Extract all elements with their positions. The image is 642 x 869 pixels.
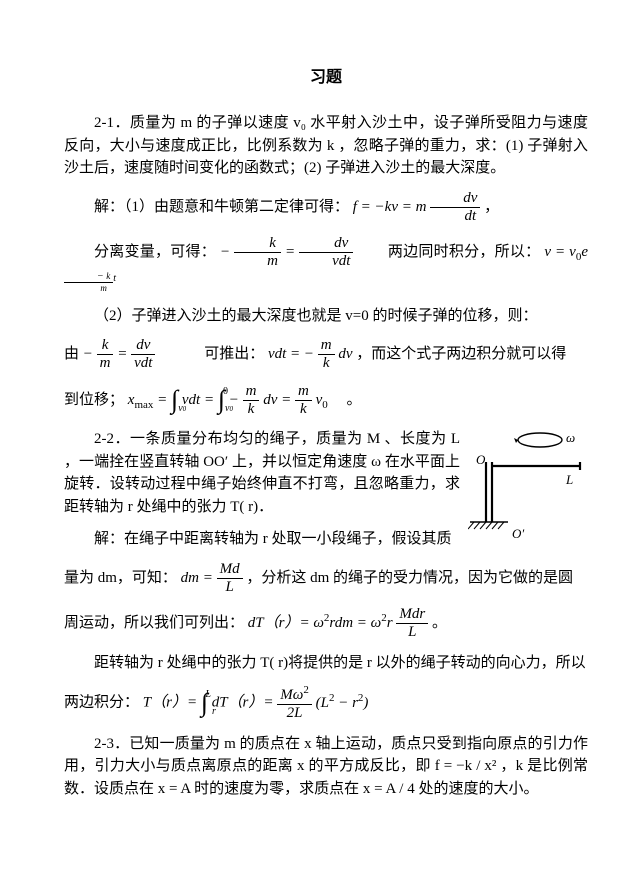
displacement-line: 到位移； xmax = ∫v0 vdt = ∫0v0 − mk dv = mk … [64,383,588,419]
eq-f: f = −kv = m [353,199,430,215]
eq-v0: v0 [316,392,328,408]
frac-mk3: mk [295,383,312,419]
solution-2-1-1: 解：（1）由题意和牛顿第二定律可得： f = −kv = m dvdt ， [64,190,588,226]
tension-provide: 距转轴为 r 处绳中的张力 T( r)将提供的是 r 以外的绳子转动的向心力，所… [64,652,588,675]
eq-vdt: vdt = − [268,346,318,362]
int-2: ∫0v0 [218,389,225,412]
frac-MdL: MdL [217,561,243,597]
circ-lead: 周运动，所以我们可列出： [64,615,244,631]
frac-km2: km [97,337,114,373]
label-omega: ω [566,430,575,445]
push2: ，而这个式子两边积分就可以得 [356,346,566,362]
page-title: 习题 [64,66,588,90]
eq-dT: dT（r）= ω2rdm = ω2r [248,615,397,631]
eq-eq2: = [117,346,131,362]
eq-neg2: − [83,346,97,362]
eq-v: v = v0e [544,244,588,260]
sol-lead: 解：（1）由题意和牛顿第二定律可得： [94,199,349,215]
integrate-both: 两边积分： T（r）= ∫Lr dT（r）= Mω22L (L2 − r2) [64,684,588,723]
eq-dv2: dv = [263,392,295,408]
dm-tail: ，分析这 dm 的绳子的受力情况，因为它做的是圆 [246,570,573,586]
frac-mk: mk [318,337,335,373]
eq-dm: dm = [181,570,217,586]
eq-neg: − [220,244,234,260]
label-O: O [476,452,486,467]
frac-dvvdt: dvvdt [299,235,353,271]
exp-frac: − km [64,271,113,295]
int-lead: 两边积分： [64,695,139,711]
sep-lead: 分离变量，可得： [94,244,216,260]
separate-vars: 分离变量，可得： − km = dvvdt 两边同时积分，所以： v = v0e… [64,235,588,295]
frac-dvdt: dvdt [430,190,480,226]
frac-mk2: mk [243,383,260,419]
eq-eq: = [285,244,299,260]
int-3: ∫Lr [201,692,208,715]
label-Oprime: O′ [512,526,524,538]
frac-MdrL: MdrL [396,606,428,642]
by: 由 [64,346,83,362]
eq-dv: dv [338,346,356,362]
comma: ， [484,199,499,215]
frac-km: km [234,235,281,271]
frac-Mw2L: Mω22L [277,684,312,723]
circular-motion: 周运动，所以我们可列出： dT（r）= ω2rdm = ω2r MdrL 。 [64,606,588,642]
exp-t: t [113,273,116,284]
label-L: L [565,472,573,487]
eq-xmax: xmax = [128,392,171,408]
figure-rope: ω O L O′ [468,428,588,538]
dm-lead: 量为 dm，可知： [64,570,177,586]
eq-vdt2: vdt = [182,392,218,408]
dot: 。 [331,392,361,408]
eq-L2r2: (L2 − r2) [316,695,369,711]
eq-Tr: T（r）= [143,695,201,711]
sep2: 两边同时积分，所以： [357,244,540,260]
int-1: ∫v0 [171,389,178,412]
problem-2-1: 2-1．质量为 m 的子弹以速度 v₀ 水平射入沙土中，设子弹所受阻力与速度反向… [64,112,588,180]
circ-end: 。 [432,615,447,631]
solution-2-1-2: （2）子弹进入沙土的最大深度也就是 v=0 的时候子弹的位移，则： [64,305,588,328]
push: 可推出： [159,346,264,362]
frac-dvvdt2: dvvdt [131,337,155,373]
problem-2-3: 2-3．已知一质量为 m 的质点在 x 轴上运动，质点只受到指向原点的引力作用，… [64,733,588,801]
eq-dTr: dT（r）= [212,695,278,711]
mass-dm: 量为 dm，可知： dm = MdL ，分析这 dm 的绳子的受力情况，因为它做… [64,561,588,597]
disp-lead: 到位移； [64,392,124,408]
derive-line: 由 − km = dvvdt 可推出： vdt = − mk dv ，而这个式子… [64,337,588,373]
